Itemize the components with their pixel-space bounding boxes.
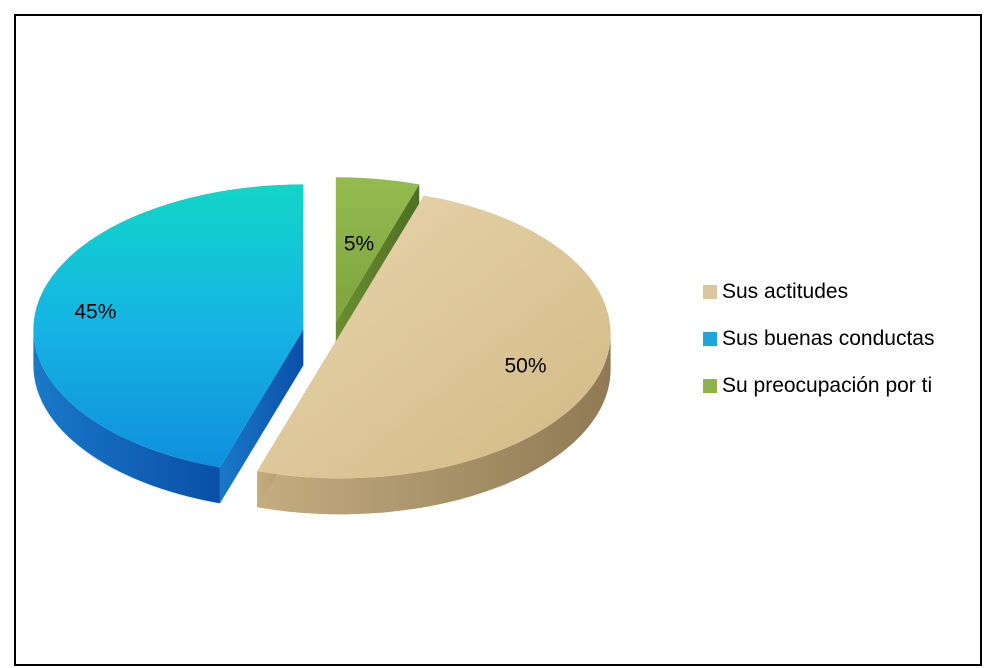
legend-swatch (703, 285, 717, 299)
chart-legend: Sus actitudes Sus buenas conductas Su pr… (703, 280, 934, 421)
pie-slice (33, 184, 304, 468)
data-label: 45% (74, 301, 116, 324)
pie-slice-side (257, 333, 611, 515)
pie-slice (335, 177, 420, 323)
legend-swatch (703, 379, 717, 393)
data-label: 50% (504, 355, 546, 378)
data-label: 5% (344, 232, 374, 255)
legend-label: Sus actitudes (722, 280, 849, 303)
legend-label: Sus buenas conductas (722, 327, 935, 350)
legend-swatch (703, 332, 717, 346)
legend-label: Su preocupación por ti (722, 374, 933, 397)
pie-slice-side (33, 329, 220, 504)
legend-item: Su preocupación por ti (703, 374, 934, 398)
pie-slice-wall (219, 329, 304, 504)
legend-item: Sus actitudes (703, 280, 934, 304)
pie-slice (257, 195, 611, 479)
legend-item: Sus buenas conductas (703, 327, 934, 351)
